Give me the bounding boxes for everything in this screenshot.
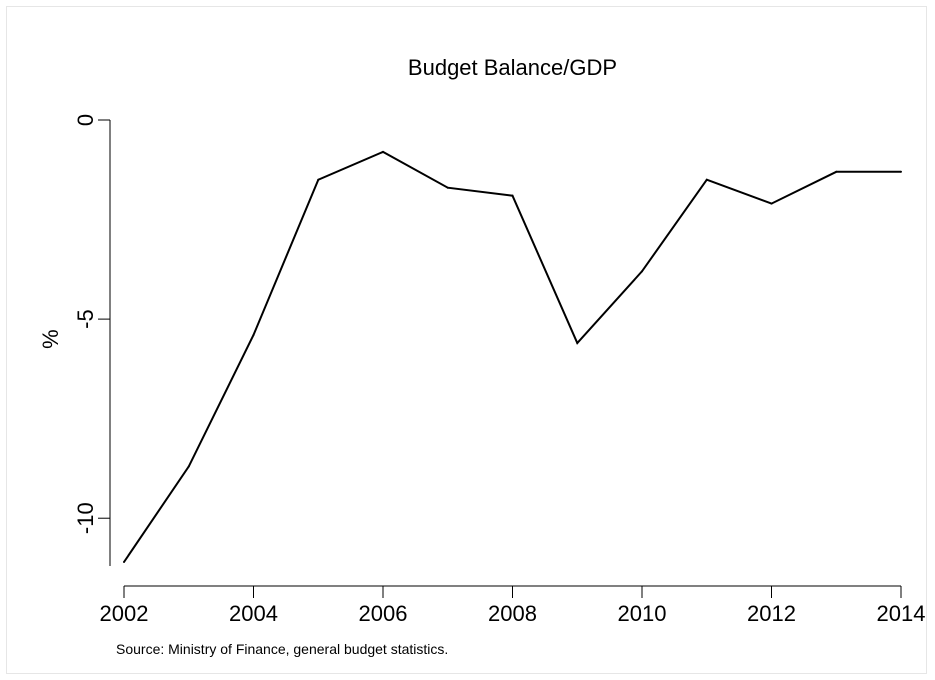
data-point [252, 334, 255, 337]
series-line [123, 150, 901, 563]
data-point [511, 194, 514, 197]
chart-source-note: Source: Ministry of Finance, general bud… [116, 641, 449, 657]
x-tick-label: 2006 [359, 601, 408, 626]
x-tick-label: 2012 [747, 601, 796, 626]
data-point [382, 150, 384, 153]
x-tick-label: 2004 [229, 601, 278, 626]
chart-title: Budget Balance/GDP [407, 55, 618, 80]
y-tick-label: -10 [73, 502, 98, 534]
data-point [446, 186, 449, 189]
x-tick-label: 2010 [618, 601, 667, 626]
data-point [705, 178, 708, 181]
data-point [641, 270, 643, 273]
chart-frame [6, 6, 927, 674]
data-point [770, 202, 773, 205]
y-tick-label: -5 [73, 309, 98, 329]
y-axis-title: % [38, 329, 63, 349]
y-tick-label: 0 [73, 114, 98, 126]
axes: 0 -5 -10% 2002 2004 2006 2008 2010 2012 2014 [38, 114, 925, 626]
x-tick-label: 2008 [488, 601, 537, 626]
x-tick-label: 2002 [100, 601, 149, 626]
x-tick-label: 2014 [877, 601, 926, 626]
series-marks [123, 150, 902, 564]
data-point [900, 170, 902, 173]
data-point [187, 465, 190, 468]
data-point [317, 178, 320, 181]
data-point [123, 561, 125, 564]
data-point [835, 170, 838, 173]
data-point [576, 342, 579, 344]
